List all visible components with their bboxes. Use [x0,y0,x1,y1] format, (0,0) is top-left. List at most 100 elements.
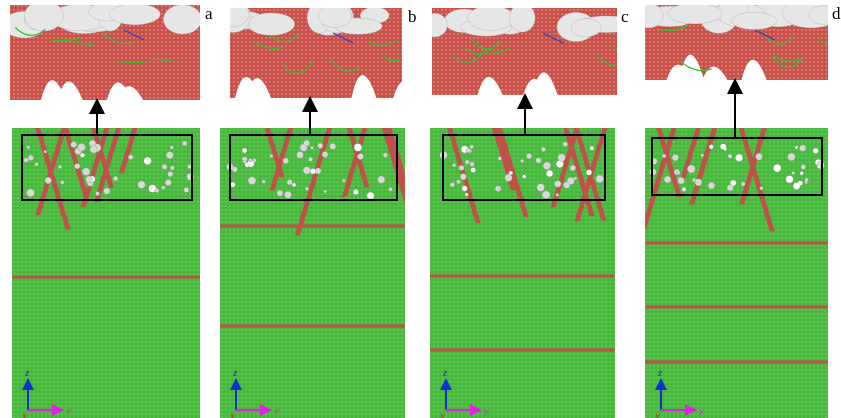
defect-atom [695,179,702,186]
defect-atom [460,174,466,180]
defect-atom [786,175,794,183]
defect-atom [78,143,86,151]
surface-cluster [668,3,722,23]
defect-atom [554,181,561,188]
defect-atom [90,146,97,153]
x-axis-label: x [229,410,235,418]
surface-cluster [163,5,201,34]
defect-atom [144,157,152,165]
defect-atom [495,186,501,192]
defect-atom [741,182,745,186]
defect-atom [155,188,159,192]
snapshot [220,128,412,418]
defect-atom [270,154,273,157]
defect-atom [342,179,345,182]
panel: dzyx [634,0,841,418]
defect-atom [709,145,713,149]
defect-atom [817,165,820,168]
defect-atom [795,146,798,149]
surface-cluster [468,6,514,31]
stacking-fault [12,276,200,279]
defect-atom [526,153,531,158]
defect-atom [558,154,566,162]
surface-cluster [509,4,535,32]
y-axis-label: y [483,405,489,417]
defect-atom [677,171,681,175]
defect-atom [800,171,804,175]
defect-atom [309,157,313,161]
defect-atom [470,145,474,149]
defect-atom [182,141,187,146]
defect-atom [322,151,328,157]
panel: czyx [422,4,645,418]
snapshot [641,128,828,418]
z-axis-label: z [442,367,448,379]
defect-atom [788,153,796,161]
defect-atom [60,181,64,185]
defect-atom [82,168,90,176]
defect-atom [378,176,385,183]
defect-atom [672,154,678,160]
defect-atom [305,187,309,191]
defect-atom [330,143,336,149]
defect-atom [574,177,577,180]
panel: bzyx [216,1,418,418]
panel: azyx [2,0,213,418]
surface-cluster [422,13,447,37]
stacking-fault [430,349,615,352]
defect-atom [563,182,569,188]
inset [216,1,418,98]
defect-atom [678,177,685,184]
defect-atom [58,165,61,168]
defect-atom [773,164,781,172]
defect-atom [556,193,559,196]
defect-atom [170,166,174,170]
defect-atom [292,183,296,187]
defect-atom [664,176,671,183]
defect-atom [470,162,474,166]
defect-atom [138,181,146,189]
defect-atom [805,178,809,182]
defect-atom [760,187,763,190]
stacking-fault [220,325,405,328]
defect-atom [756,153,763,160]
defect-atom [262,180,266,184]
defect-atom [541,147,546,152]
defect-atom [113,176,117,180]
z-axis-label: z [232,367,238,379]
defect-atom [248,177,256,185]
defect-atom [232,167,237,172]
defect-atom [168,171,173,176]
defect-atom [128,155,133,160]
surface-cluster [731,12,776,29]
defect-atom [24,158,29,163]
defect-atom [505,174,512,181]
defect-atom [367,192,374,199]
defect-atom [465,160,469,164]
defect-atom [353,189,358,194]
defect-atom [162,164,167,169]
x-axis-label: x [21,410,27,418]
stacking-fault [645,361,828,364]
defect-atom [161,186,165,190]
defect-atom [509,171,513,175]
defect-atom [452,163,456,167]
stacking-fault [220,225,405,228]
defect-atom [277,190,283,196]
defect-atom [86,176,93,183]
defect-atom [596,175,604,183]
defect-atom [466,148,470,152]
defect-atom [283,158,289,164]
surface-cluster [216,2,248,27]
defect-atom [253,159,257,163]
defect-atom [543,162,551,170]
defect-atom [166,152,173,159]
surface-cluster [571,19,601,37]
z-axis-label: z [24,367,30,379]
defect-atom [728,154,732,158]
defect-atom [35,163,39,167]
defect-atom [536,158,542,164]
panel-label: a [205,4,213,23]
defect-atom [44,150,47,153]
figure: azyxbzyxczyxdzyx [0,0,841,418]
